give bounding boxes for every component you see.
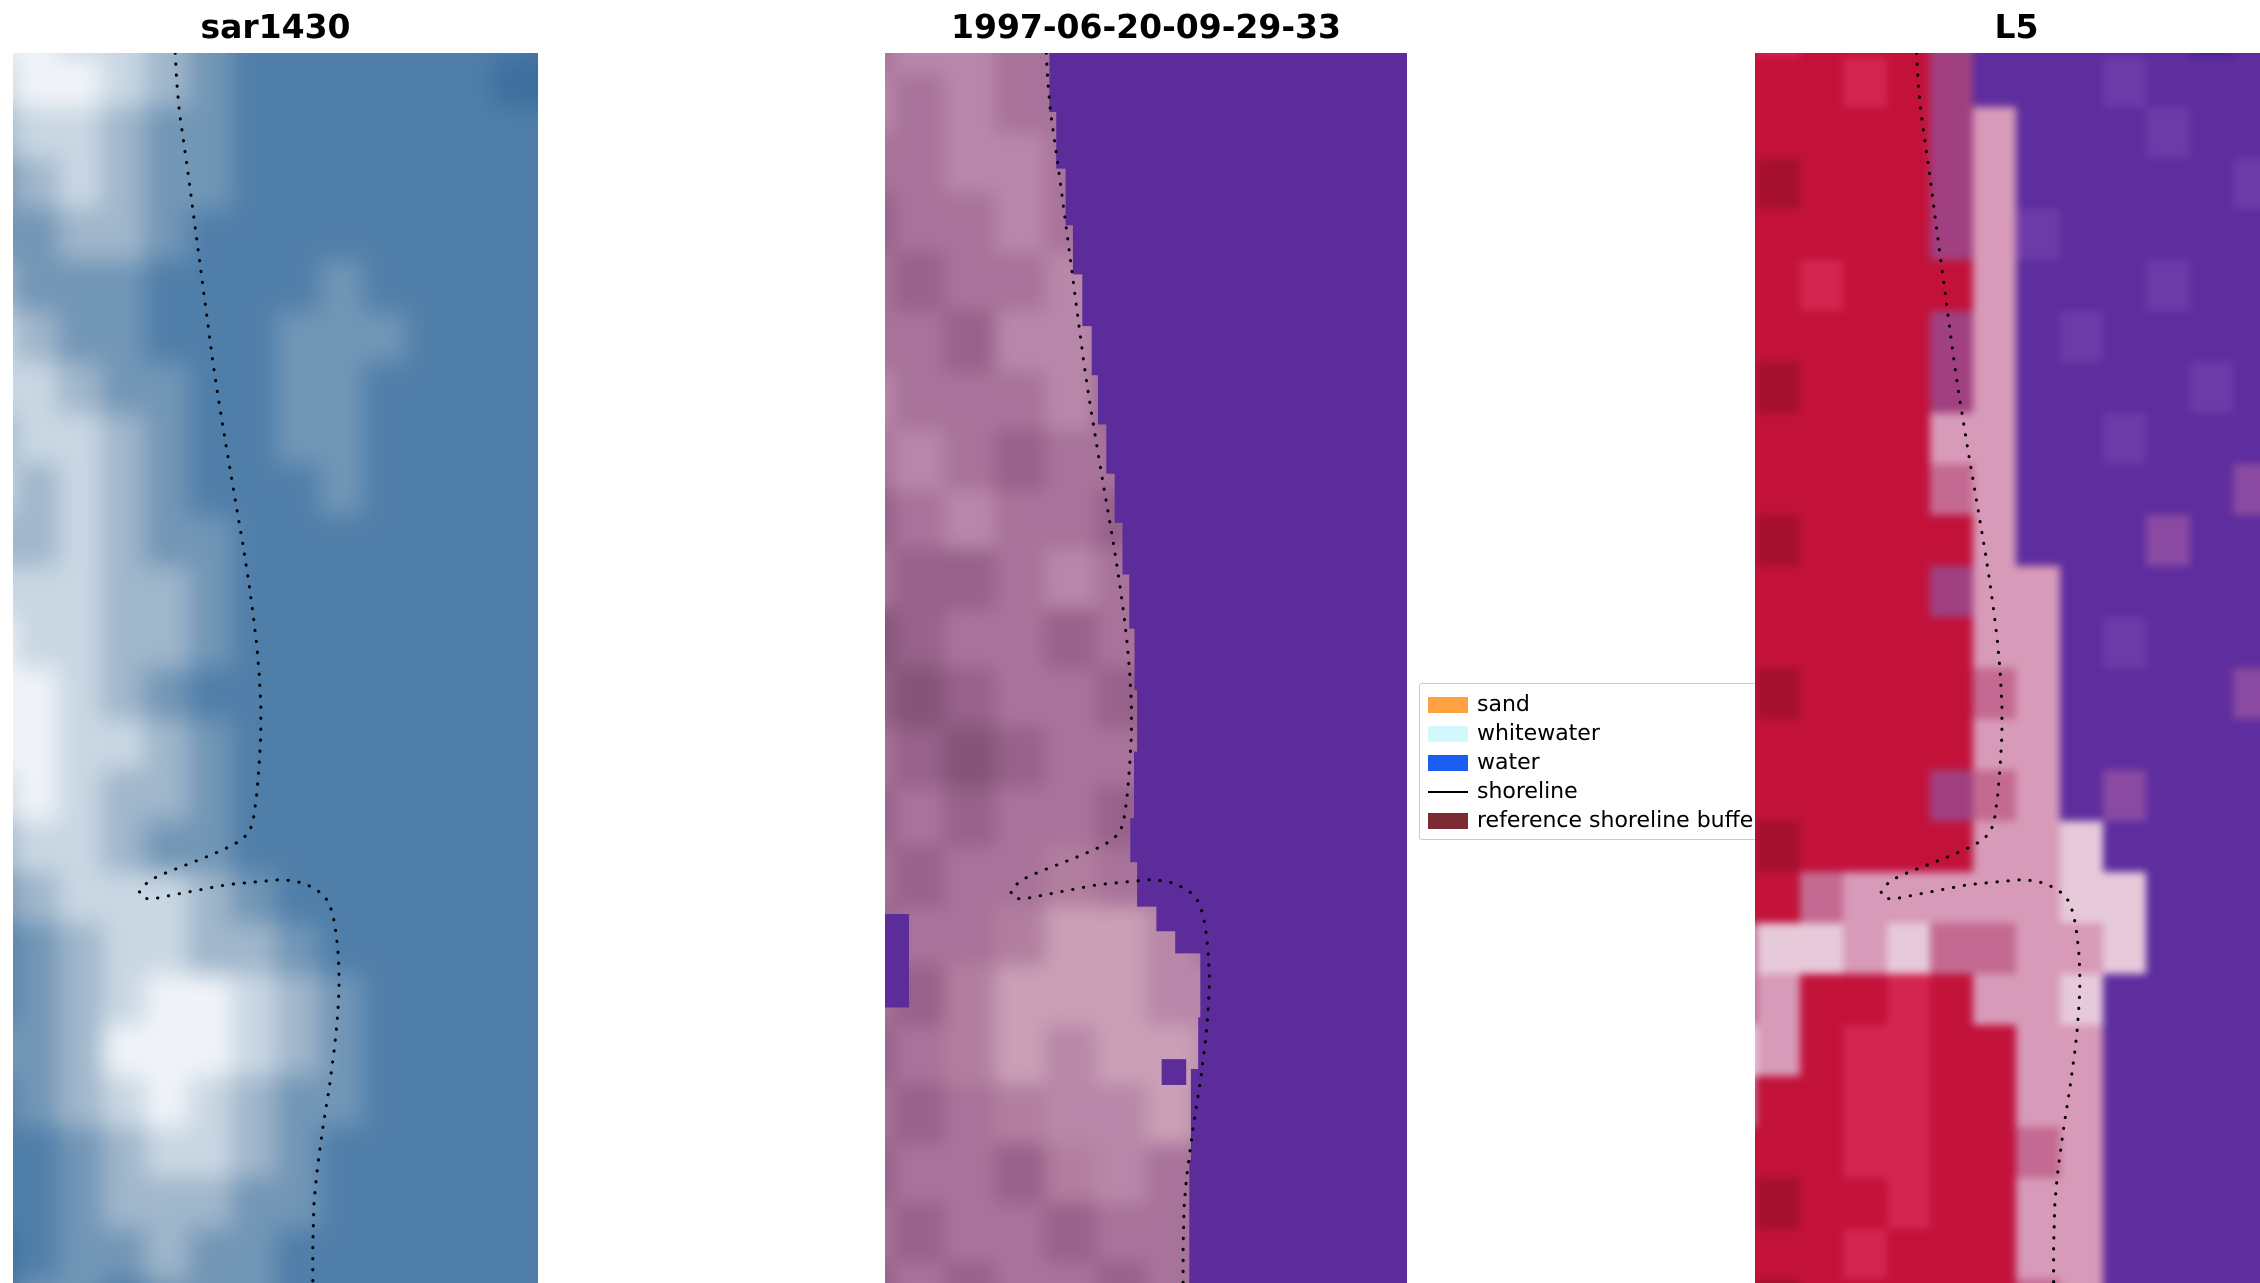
legend-entry-water: water [1420, 748, 1778, 777]
water-mask-patch [1161, 1059, 1187, 1085]
classified-image-panel [885, 53, 1407, 1283]
panel-overlay [1879, 53, 2082, 1283]
panel-title-date: 1997-06-20-09-29-33 [951, 7, 1341, 46]
legend-entry-shoreline: shoreline [1420, 777, 1778, 806]
legend-entry-sand: sand [1420, 690, 1778, 719]
legend-swatch-shoreline-line [1428, 790, 1468, 793]
panel-overlay [137, 53, 341, 1283]
panel-overlay [885, 53, 1407, 1283]
legend-label-water: water [1477, 750, 1540, 775]
shoreline-dots [1009, 53, 1211, 1283]
shoreline-dots [1879, 53, 2082, 1283]
water-mask-patch [885, 914, 910, 1008]
shoreline-dots [137, 53, 341, 1283]
legend-label-whitewater: whitewater [1477, 721, 1600, 746]
satellite-pixel-grid [1755, 53, 2260, 1283]
legend-swatch-whitewater [1428, 725, 1468, 742]
satellite-pixel-grid [13, 53, 538, 1283]
panel-title-sar1430: sar1430 [200, 7, 351, 46]
legend-swatch-sand [1428, 696, 1468, 713]
legend-swatch-water [1428, 754, 1468, 771]
legend-swatch-reference-shoreline-buffer [1428, 812, 1468, 829]
legend-label-sand: sand [1477, 692, 1530, 717]
panel-title-l5: L5 [1994, 7, 2039, 46]
sar-image-panel [13, 53, 538, 1283]
legend-entry-reference-shoreline-buffer: reference shoreline buffer [1420, 806, 1778, 835]
legend-label-shoreline: shoreline [1477, 779, 1578, 804]
legend-entry-whitewater: whitewater [1420, 719, 1778, 748]
legend: sand whitewater water shoreline referenc… [1419, 683, 1779, 840]
legend-label-reference-shoreline-buffer: reference shoreline buffer [1477, 808, 1763, 833]
landsat-image-panel [1755, 53, 2260, 1283]
water-mask [1049, 53, 1407, 1283]
